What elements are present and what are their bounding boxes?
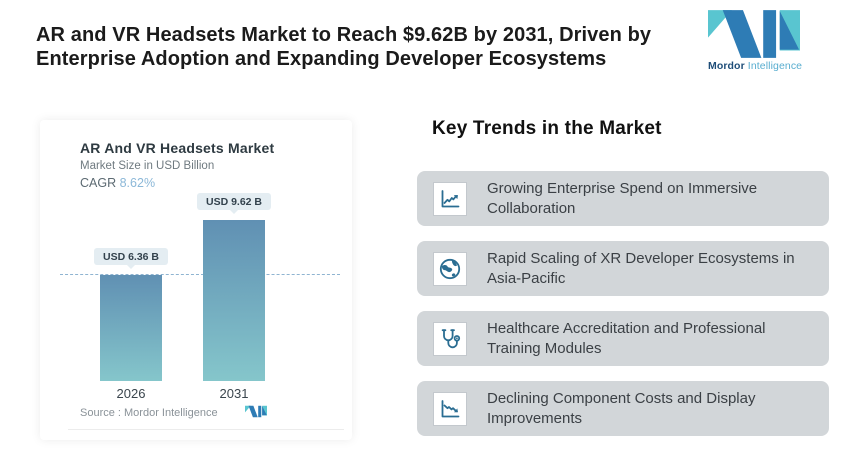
chart-footer-divider bbox=[68, 429, 344, 430]
value-tag-2031: USD 9.62 B bbox=[196, 193, 272, 210]
x-axis-label-2031: 2031 bbox=[219, 386, 249, 401]
reference-dashed-line bbox=[60, 274, 340, 275]
bar-2031 bbox=[203, 220, 265, 381]
brand-wordmark: Mordor Intelligence bbox=[708, 60, 808, 72]
trend-item-xr-ecosystems: Rapid Scaling of XR Developer Ecosystems… bbox=[417, 241, 829, 296]
trend-item-enterprise-spend: Growing Enterprise Spend on Immersive Co… bbox=[417, 171, 829, 226]
mini-logo-icon bbox=[245, 405, 267, 418]
chart-cagr: CAGR 8.62% bbox=[80, 176, 155, 190]
trend-item-component-costs: Declining Component Costs and Display Im… bbox=[417, 381, 829, 436]
market-chart-card: AR And VR Headsets Market Market Size in… bbox=[40, 120, 352, 440]
trends-list: Growing Enterprise Spend on Immersive Co… bbox=[417, 171, 829, 436]
globe-icon bbox=[433, 251, 467, 286]
chart-source: Source : Mordor Intelligence bbox=[80, 407, 218, 419]
brand-suffix: Intelligence bbox=[747, 60, 803, 72]
trend-label: Declining Component Costs and Display Im… bbox=[487, 390, 756, 427]
brand-name: Mordor bbox=[708, 60, 745, 72]
trend-label: Healthcare Accreditation and Professiona… bbox=[487, 320, 766, 357]
trend-down-chart-icon bbox=[433, 391, 467, 426]
trend-up-chart-icon bbox=[433, 181, 467, 216]
bar-2026 bbox=[100, 275, 162, 381]
trend-label: Growing Enterprise Spend on Immersive Co… bbox=[487, 180, 758, 217]
chart-subtitle: Market Size in USD Billion bbox=[80, 160, 215, 172]
brand-logo: Mordor Intelligence bbox=[708, 10, 808, 72]
mordor-intelligence-logo-icon bbox=[708, 10, 800, 58]
trend-label: Rapid Scaling of XR Developer Ecosystems… bbox=[487, 250, 795, 287]
chart-title: AR And VR Headsets Market bbox=[80, 140, 275, 156]
page-title: AR and VR Headsets Market to Reach $9.62… bbox=[36, 24, 652, 70]
cagr-label: CAGR bbox=[80, 176, 117, 190]
bar-chart-plot: USD 6.36 B USD 9.62 B bbox=[40, 180, 352, 381]
trend-item-healthcare-training: Healthcare Accreditation and Professiona… bbox=[417, 311, 829, 366]
trends-heading: Key Trends in the Market bbox=[432, 118, 662, 139]
stethoscope-icon bbox=[433, 321, 467, 356]
value-tag-2026: USD 6.36 B bbox=[93, 248, 169, 265]
cagr-value: 8.62% bbox=[119, 176, 156, 190]
x-axis-label-2026: 2026 bbox=[116, 386, 146, 401]
